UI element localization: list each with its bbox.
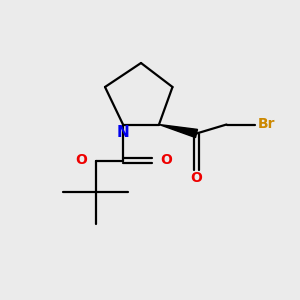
Text: O: O xyxy=(160,154,172,167)
Polygon shape xyxy=(159,124,197,138)
Text: O: O xyxy=(190,171,202,185)
Text: Br: Br xyxy=(258,118,275,131)
Text: N: N xyxy=(117,125,129,140)
Text: O: O xyxy=(76,154,88,167)
